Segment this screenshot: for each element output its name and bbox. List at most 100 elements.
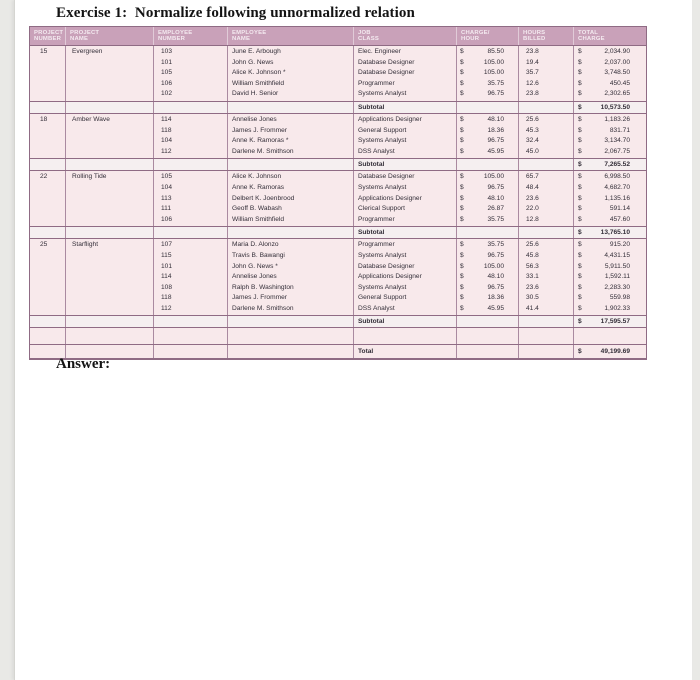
empty-cell [154, 345, 228, 359]
employee-name: John G. News [232, 58, 274, 66]
money-value: $4,431.15 [578, 251, 630, 262]
charge-per-hour: $18.36 [457, 126, 518, 137]
hours-billed-cell: 23.8 19.4 35.7 12.6 23.8 [519, 46, 574, 101]
employee-name: Anne K. Ramoras [232, 183, 285, 191]
amount: 105.00 [483, 173, 504, 181]
amount: 105.00 [483, 262, 504, 270]
empty-cell [154, 316, 228, 328]
amount: 96.75 [487, 183, 504, 191]
money-value: $35.75 [460, 79, 504, 90]
currency-symbol: $ [578, 251, 582, 259]
hours-billed: 23.8 [526, 48, 539, 55]
project-name-cell: Amber Wave [66, 113, 154, 159]
empty-cell [457, 227, 519, 239]
job-class: Clerical Support [358, 205, 405, 213]
money-value: $18.36 [460, 126, 504, 137]
hours-billed: 35.7 [526, 69, 539, 77]
charge-per-hour: $96.75 [457, 251, 518, 262]
total-charge: $450.45 [574, 79, 646, 90]
employee-name: Annelise Jones [232, 273, 277, 281]
hours-billed: 12.8 [526, 215, 539, 223]
amount: 1,183.26 [604, 115, 630, 123]
amount: 105.00 [483, 58, 504, 66]
total-charge: $2,037.00 [574, 58, 646, 69]
total-charge-cell: $2,034.90 $2,037.00 $3,748.50 $450.45 $2,302… [574, 46, 646, 101]
hours-billed: 12.6 [526, 79, 539, 87]
project-number-cell: 25 [30, 239, 66, 316]
subtotal-value: $13,765.10 [574, 227, 646, 238]
empty-cell: $13,765.10 [574, 227, 646, 238]
currency-symbol: $ [460, 173, 464, 181]
empty-cell [519, 227, 574, 239]
charge-hour-cell: $48.10 $18.36 $96.75 $45.95 [457, 113, 519, 159]
amount: 35.75 [487, 241, 504, 249]
hours-billed: 56.3 [526, 262, 539, 270]
total-charge: $2,283.30 [574, 283, 646, 294]
charge-hour-cell: $85.50 $105.00 $105.00 $35.75 $96.75 [457, 46, 519, 101]
amount: 96.75 [487, 137, 504, 145]
table-group: 18 Amber Wave 114 118 104 112 Annelise Jones Ja… [30, 113, 646, 159]
currency-symbol: $ [578, 126, 582, 134]
employee-number: 111 [161, 205, 172, 213]
money-value: $2,034.90 [578, 47, 630, 58]
amount: 3,134.70 [604, 137, 630, 145]
empty-cell [228, 227, 354, 239]
money-value: $915.20 [578, 240, 630, 251]
empty-cell [519, 345, 574, 359]
empty-cell: Subtotal [354, 227, 457, 239]
amount: 915.20 [609, 241, 630, 249]
subtotal-value: $10,573.50 [574, 102, 646, 113]
amount: 10,573.50 [600, 103, 630, 111]
charge-per-hour: $35.75 [457, 215, 518, 226]
amount: 2,067.75 [604, 147, 630, 155]
job-class: DSS Analyst [358, 147, 395, 155]
money-value: $3,134.70 [578, 136, 630, 147]
total-charge: $2,067.75 [574, 147, 646, 158]
job-class: DSS Analyst [358, 304, 395, 312]
amount: 45.95 [487, 147, 504, 155]
employee-number: 107 [161, 241, 173, 249]
total-charge: $4,682.70 [574, 183, 646, 194]
currency-symbol: $ [460, 251, 464, 259]
employee-number: 118 [161, 126, 172, 134]
total-charge: $457.60 [574, 215, 646, 226]
charge-hour-cell: $35.75 $96.75 $105.00 $48.10 $96.75 $18.36 $45… [457, 239, 519, 316]
project-number-cell: 15 [30, 46, 66, 101]
employee-number: 102 [161, 90, 173, 98]
money-value: $48.10 [460, 272, 504, 283]
total-charge: $1,183.26 [574, 115, 646, 126]
amount: 591.14 [609, 205, 630, 213]
job-class-cell: Elec. Engineer Database Designer Database … [354, 46, 457, 101]
empty-cell: Total [354, 345, 457, 359]
empty-cell: $7,265.52 [574, 159, 646, 170]
hours-billed: 45.0 [526, 147, 539, 155]
hours-billed-cell: 25.6 45.3 32.4 45.0 [519, 113, 574, 159]
charge-per-hour: $105.00 [457, 172, 518, 183]
currency-symbol: $ [578, 69, 582, 77]
job-class: Systems Analyst [358, 283, 407, 291]
amount: 48.10 [487, 115, 504, 123]
money-value: $7,265.52 [578, 159, 630, 170]
amount: 2,302.65 [604, 90, 630, 98]
empty-cell [66, 227, 154, 239]
employee-number: 103 [161, 48, 173, 55]
document-page: Exercise 1: Normalize following unnormal… [14, 0, 692, 680]
employee-name: Darlene M. Smithson [232, 304, 294, 312]
money-value: $1,135.16 [578, 194, 630, 205]
employee-name-cell: June E. Arbough John G. News Alice K. John… [228, 46, 354, 101]
money-value: $2,037.00 [578, 58, 630, 69]
currency-symbol: $ [460, 241, 464, 249]
currency-symbol: $ [578, 90, 582, 98]
amount: 2,037.00 [604, 58, 630, 66]
employee-number-cell: 105 104 113 111 106 [154, 171, 228, 227]
spacer-row [30, 328, 646, 345]
project-number-cell: 22 [30, 171, 66, 227]
money-value: $105.00 [460, 58, 504, 69]
currency-symbol: $ [460, 183, 464, 191]
total-charge: $2,034.90 [574, 47, 646, 58]
employee-name-cell: Maria D. Alonzo Travis B. Bawangi John G. … [228, 239, 354, 316]
amount: 4,682.70 [604, 183, 630, 191]
hours-billed: 48.4 [526, 183, 539, 191]
employee-name: James J. Frommer [232, 126, 287, 134]
empty-cell [154, 227, 228, 239]
